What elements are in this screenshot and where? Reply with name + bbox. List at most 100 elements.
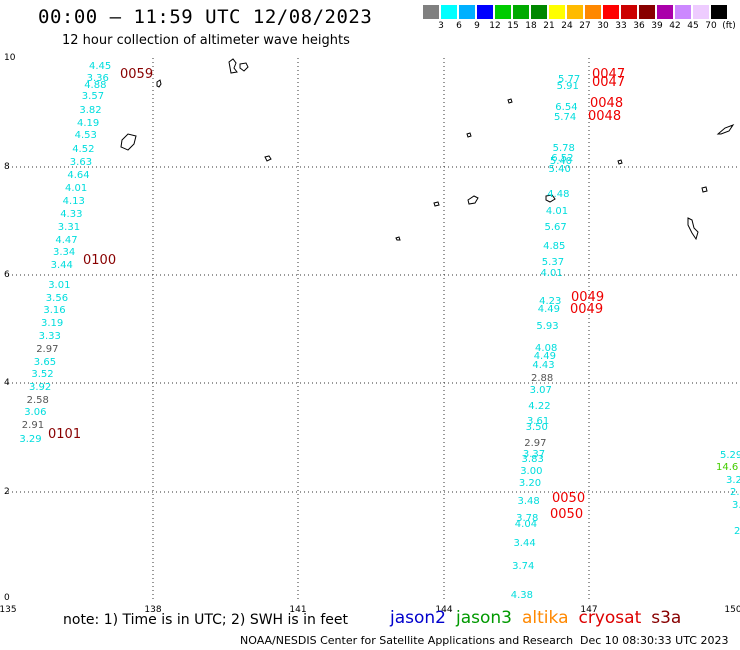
- legend-label: 27: [579, 21, 591, 31]
- footer-note: note: 1) Time is in UTC; 2) SWH is in fe…: [63, 612, 349, 628]
- wave-label-edge: 5.29: [720, 450, 740, 461]
- time-label: 0049: [571, 290, 604, 305]
- island-outline: [264, 155, 272, 162]
- wave-label-right-track: 4.23: [539, 296, 561, 307]
- time-label: 0047: [592, 67, 625, 82]
- wave-label-left-track: 3.31: [58, 222, 80, 233]
- credit-date: Dec 10 08:30:33 UTC 2023: [580, 634, 729, 647]
- wave-label-right-track: 5.91: [557, 81, 579, 92]
- wave-label-edge: 2.9: [730, 487, 740, 498]
- chart-subtitle: 12 hour collection of altimeter wave hei…: [62, 33, 350, 48]
- wave-label-right-track: 3.20: [519, 478, 541, 489]
- legend-label: 30: [597, 21, 609, 31]
- legend-swatch: [531, 5, 547, 19]
- island-outlines: [120, 58, 735, 241]
- legend-label: 39: [651, 21, 663, 31]
- legend-label: (ft): [722, 21, 736, 31]
- wave-label-left-track: 3.82: [79, 105, 101, 116]
- x-tick-label: 150: [724, 605, 740, 615]
- x-tick-label: 138: [144, 605, 161, 615]
- island-outline: [228, 58, 238, 74]
- wave-label-edge: 2: [734, 526, 740, 537]
- wave-label-left-track: 4.52: [72, 144, 94, 155]
- wave-label-left-track: 4.47: [55, 235, 77, 246]
- wave-label-right-track: 3.83: [522, 454, 544, 465]
- wave-label-right-track: 3.74: [512, 561, 534, 572]
- time-label: 0100: [83, 253, 116, 268]
- y-tick-label: 0: [4, 593, 10, 603]
- legend-label: 21: [543, 21, 555, 31]
- legend-label: 70: [705, 21, 717, 31]
- wave-label-right-track: 6.54: [555, 102, 577, 113]
- wave-label-left-track: 4.01: [65, 183, 87, 194]
- wave-label-left-track: 3.57: [82, 91, 104, 102]
- legend-label: 6: [456, 21, 462, 31]
- time-label: 0059: [120, 67, 153, 82]
- legend-swatch: [711, 5, 727, 19]
- wave-label-right-track: 4.22: [528, 401, 550, 412]
- y-tick-label: 2: [4, 487, 10, 497]
- wave-label-right-track: 5.37: [542, 257, 564, 268]
- time-label: 0049: [570, 302, 603, 317]
- satellite-cryosat: cryosat: [578, 608, 642, 628]
- legend-label: 45: [687, 21, 699, 31]
- legend-swatch: [549, 5, 565, 19]
- wave-label-right-track: 3.37: [523, 449, 545, 460]
- wave-height-labels: 4.453.364.883.57 3.82 4.194.53 4.52 3.63 4.64…: [19, 61, 740, 601]
- wave-label-right-track: 4.85: [543, 241, 565, 252]
- wave-label-left-track: 4.53: [75, 130, 97, 141]
- wave-label-left-track: 3.36: [87, 73, 109, 84]
- wave-label-right-track: 4.49: [534, 351, 556, 362]
- legend-label: 3: [438, 21, 444, 31]
- wave-label-right-track: 4.08: [535, 343, 557, 354]
- y-tick-label: 4: [4, 378, 10, 388]
- wave-label-left-track: 2.58: [27, 395, 49, 406]
- wave-label-right-track: 4.38: [511, 590, 533, 601]
- legend-swatch: [657, 5, 673, 19]
- legend-label: 24: [561, 21, 573, 31]
- wave-label-left-track: 3.29: [19, 434, 41, 445]
- wave-label-right-track: 3.48: [518, 496, 540, 507]
- island-outline: [239, 62, 249, 72]
- legend-swatch: [603, 5, 619, 19]
- time-label: 0047: [592, 75, 625, 90]
- legend-swatch: [693, 5, 709, 19]
- x-tick-label: 147: [580, 605, 597, 615]
- wave-label-right-track: 5.93: [536, 321, 558, 332]
- island-outline: [617, 159, 623, 165]
- wave-label-left-track: 3.56: [46, 293, 68, 304]
- wave-label-right-track: 5.78: [553, 143, 575, 154]
- x-tick-label: 144: [435, 605, 452, 615]
- island-outline: [156, 79, 162, 88]
- wave-label-right-track: 2.88: [531, 373, 553, 384]
- wave-label-right-track: 2.97: [524, 438, 546, 449]
- wave-label-right-track: 3.00: [520, 466, 542, 477]
- grid-lines: [8, 58, 740, 600]
- legend-label: 12: [489, 21, 501, 31]
- legend-swatch: [639, 5, 655, 19]
- chart-title: 00:00 — 11:59 UTC 12/08/2023: [38, 6, 373, 28]
- wave-label-right-track: 4.43: [532, 360, 554, 371]
- legend-swatch: [585, 5, 601, 19]
- legend-label: 15: [507, 21, 519, 31]
- wave-label-left-track: 3.63: [70, 157, 92, 168]
- time-label: 0050: [550, 507, 583, 522]
- island-outline: [466, 132, 472, 138]
- wave-label-left-track: 3.19: [41, 318, 63, 329]
- wave-label-right-track: 5.67: [545, 222, 567, 233]
- credit-text: NOAA/NESDIS Center for Satellite Applica…: [240, 634, 574, 647]
- time-label: 0048: [588, 109, 621, 124]
- wave-label-edge: 14.6: [716, 462, 738, 473]
- wave-label-right-track: 3.07: [530, 385, 552, 396]
- wave-label-right-track: 3.78: [516, 513, 538, 524]
- legend-swatch: [495, 5, 511, 19]
- wave-label-right-track: 4.01: [546, 206, 568, 217]
- island-outline: [467, 195, 479, 205]
- y-tick-label: 8: [4, 162, 10, 172]
- y-tick-label: 10: [4, 53, 16, 63]
- wave-label-left-track: 3.16: [43, 305, 65, 316]
- wave-label-left-track: 3.44: [51, 260, 73, 271]
- satellite-legend: jason2 jason3 altika cryosat s3a: [390, 608, 691, 628]
- wave-label-right-track: 4.01: [540, 268, 562, 279]
- island-outline: [507, 98, 513, 104]
